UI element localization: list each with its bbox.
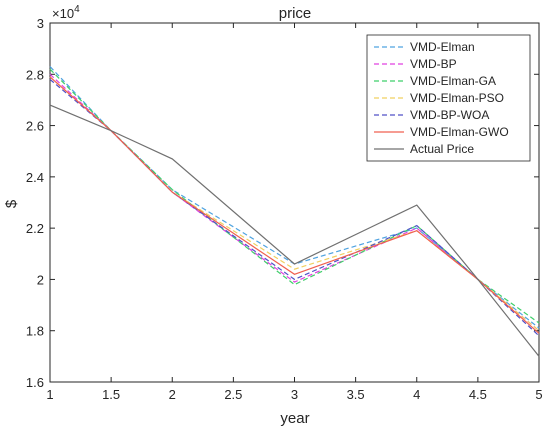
x-tick-label: 4 (413, 387, 420, 402)
x-tick-label: 2 (169, 387, 176, 402)
legend-label-vmd-bp: VMD-BP (410, 57, 457, 71)
legend-label-vmd-elman: VMD-Elman (410, 40, 475, 54)
y-exponent-base: ×10 (52, 6, 74, 21)
y-axis-label: $ (3, 199, 20, 208)
y-tick-label: 3 (37, 16, 44, 31)
x-axis-label: year (280, 410, 309, 427)
chart-title: price (279, 5, 312, 22)
axis-ticks: 1 1.5 2 2.5 3 3.5 4 4.5 5 1.6 1.8 2 2.2 2.4 2.6 2.8 3 (26, 16, 543, 402)
y-tick-label: 1.6 (26, 375, 44, 390)
series-lines (49, 66, 540, 357)
y-tick-label: 2 (37, 272, 44, 287)
x-tick-label: 3 (291, 387, 298, 402)
y-tick-label: 2.6 (26, 119, 44, 134)
legend-items: VMD-Elman VMD-BP VMD-Elman-GA VMD-Elman-PSO… (374, 40, 509, 156)
x-tick-label: 2.5 (224, 387, 242, 402)
y-tick-label: 2.4 (26, 170, 44, 185)
x-tick-label: 4.5 (469, 387, 487, 402)
y-exponent-power: 4 (74, 4, 80, 15)
y-exponent-label: ×104 (52, 4, 80, 21)
x-tick-label: 1 (46, 387, 53, 402)
legend-label-actual-price: Actual Price (410, 142, 474, 156)
x-tick-label: 3.5 (347, 387, 365, 402)
x-tick-label: 5 (535, 387, 542, 402)
x-tick-label: 1.5 (102, 387, 120, 402)
legend-label-vmd-bp-woa: VMD-BP-WOA (410, 108, 489, 122)
legend-label-vmd-elman-gwo: VMD-Elman-GWO (410, 125, 509, 139)
legend-label-vmd-elman-pso: VMD-Elman-PSO (410, 91, 504, 105)
legend-label-vmd-elman-ga: VMD-Elman-GA (410, 74, 496, 88)
legend: VMD-Elman VMD-BP VMD-Elman-GA VMD-Elman-PSO… (366, 34, 531, 162)
y-tick-label: 2.2 (26, 221, 44, 236)
y-tick-label: 1.8 (26, 324, 44, 339)
y-tick-label: 2.8 (26, 67, 44, 82)
series-line-actual-price (49, 104, 540, 357)
